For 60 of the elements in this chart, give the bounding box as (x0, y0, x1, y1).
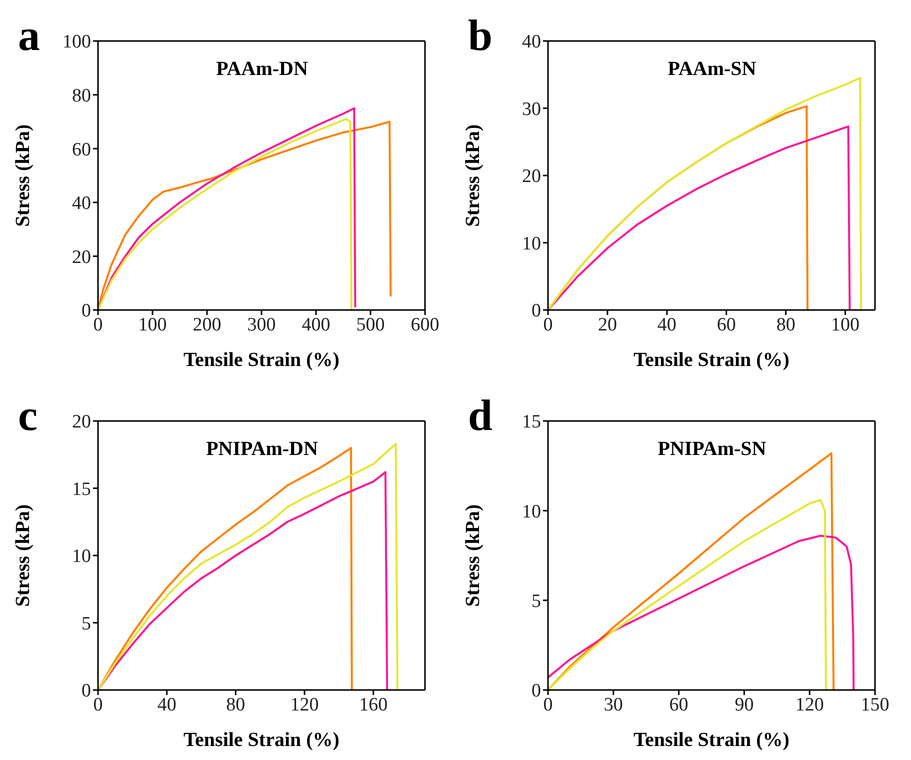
x-tick-label: 600 (410, 314, 440, 336)
x-tick-label: 80 (776, 314, 796, 336)
x-tick-label: 150 (860, 694, 890, 716)
y-tick-label: 0 (532, 300, 541, 322)
y-tick-label: 5 (532, 591, 541, 612)
x-axis-title: Tensile Strain (%) (184, 729, 340, 751)
text: PNIPAm-DN (205, 438, 319, 461)
y-axis-title: Stress (kPa) (12, 124, 34, 227)
line-series (548, 534, 855, 690)
x-tick-label: 120 (795, 694, 824, 716)
y-axis-title: Stress (kPa) (12, 504, 34, 607)
y-tick-label: 20 (72, 412, 91, 433)
text: a (18, 11, 40, 60)
y-tick-label: 0 (82, 680, 91, 702)
x-tick-label: 300 (247, 314, 276, 336)
x-axis-title: Tensile Strain (%) (634, 349, 790, 371)
x-tick-label: 60 (716, 314, 736, 336)
x-tick-label: 60 (669, 694, 688, 716)
y-tick-label: 100 (62, 32, 91, 53)
x-axis-title: Tensile Strain (%) (184, 349, 340, 371)
y-tick-label: 20 (522, 166, 541, 188)
x-tick-label: 40 (157, 694, 176, 716)
y-tick-label: 40 (72, 193, 91, 214)
x-tick-label: 20 (598, 314, 617, 336)
text: PNIPAm-SN (656, 438, 768, 461)
text: b (468, 11, 492, 60)
y-tick-label: 0 (82, 300, 91, 322)
y-tick-label: 10 (522, 233, 541, 254)
x-tick-label: 30 (604, 694, 623, 716)
text: c (18, 391, 38, 440)
x-tick-label: 100 (831, 314, 860, 336)
line-series (548, 498, 827, 690)
x-tick-label: 500 (356, 314, 385, 336)
x-tick-label: 200 (192, 314, 222, 336)
x-axis-title: Tensile Strain (%) (634, 729, 790, 751)
x-tick-label: 100 (138, 314, 167, 336)
x-tick-label: 120 (290, 694, 319, 716)
line-series (548, 76, 862, 310)
y-tick-label: 15 (72, 478, 91, 500)
text: PAAm-SN (666, 58, 758, 81)
x-tick-label: 160 (359, 694, 388, 716)
y-tick-label: 10 (522, 501, 541, 522)
y-tick-label: 10 (72, 546, 91, 568)
x-tick-label: 40 (657, 314, 676, 336)
y-tick-label: 5 (82, 613, 91, 634)
y-axis-title: Stress (kPa) (462, 124, 484, 227)
y-tick-label: 60 (72, 139, 91, 160)
y-tick-label: 15 (522, 412, 541, 433)
y-tick-label: 0 (532, 680, 541, 702)
text: d (468, 391, 492, 440)
y-tick-label: 20 (72, 246, 91, 268)
line-series (548, 125, 851, 310)
y-axis-title: Stress (kPa) (462, 504, 484, 607)
y-tick-label: 30 (522, 98, 541, 120)
x-tick-label: 90 (734, 694, 754, 716)
x-tick-label: 400 (302, 314, 330, 336)
y-tick-label: 80 (72, 86, 91, 107)
y-tick-label: 40 (522, 32, 541, 53)
x-tick-label: 80 (226, 694, 246, 716)
text: PAAm-DN (215, 58, 309, 81)
